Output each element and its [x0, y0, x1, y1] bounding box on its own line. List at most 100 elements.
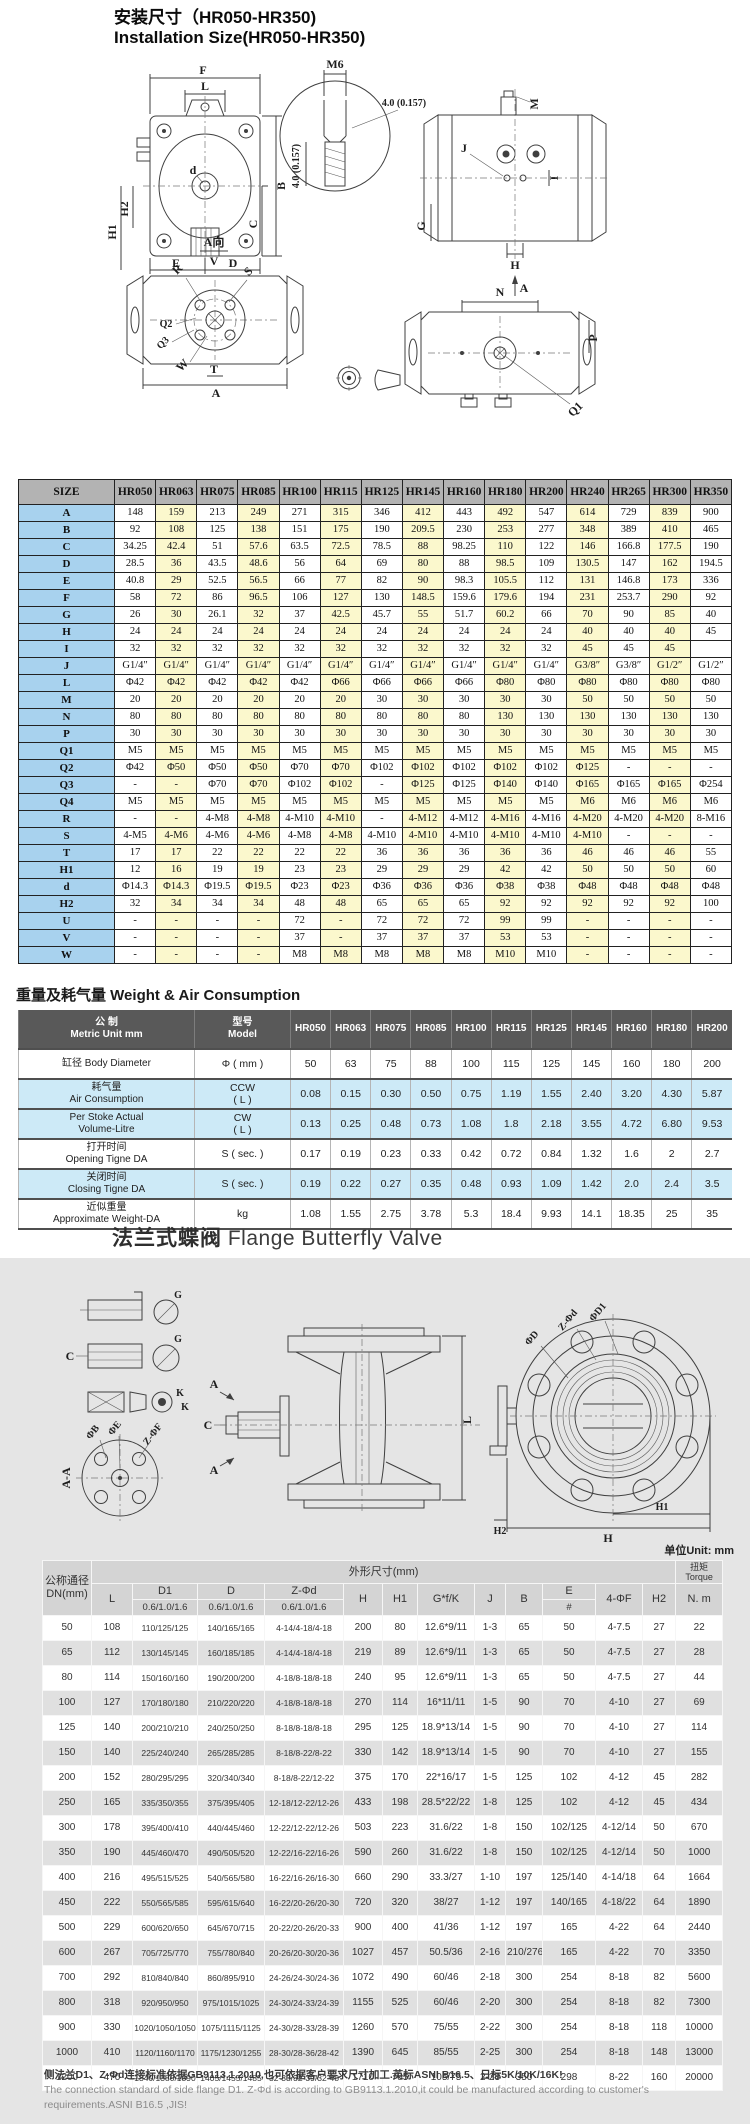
weight-row-name-line: 缸径 Body Diameter — [62, 1058, 151, 1069]
weight-cell-HR100: 5.3 — [450, 1198, 492, 1229]
dn-cell: 31.6/22 — [418, 1816, 474, 1840]
size-cell-N-HR160: 80 — [442, 708, 486, 726]
size-cell-I-HR145: 32 — [401, 640, 445, 658]
size-row-label: G — [18, 606, 115, 624]
dn-cell: 50 — [543, 1641, 595, 1665]
size-cell-H2-HR063: 34 — [155, 895, 198, 913]
size-col-HR085: HR085 — [237, 479, 280, 505]
dn-cell: 375 — [344, 1766, 382, 1790]
dn-header-torque-en: Torque — [685, 1572, 713, 1582]
dn-cell: 197 — [506, 1866, 542, 1890]
size-cell-W-HR180: M10 — [484, 946, 527, 964]
size-cell-d-HR125: Φ36 — [360, 878, 403, 896]
weight-row-name-line: Closing Tigne DA — [67, 1184, 146, 1195]
size-cell-E-HR085: 56.5 — [237, 572, 280, 590]
dim-label-valve-h2: H2 — [494, 1526, 507, 1537]
dn-cell: 85/55 — [418, 2041, 474, 2065]
dn-col-h: H — [344, 1584, 382, 1615]
dn-cell: 140/165/165 — [198, 1616, 264, 1640]
size-cell-Q1-HR180: M5 — [484, 742, 527, 760]
dn-cell: 1-5 — [475, 1691, 505, 1715]
size-cell-W-HR145: M8 — [401, 946, 445, 964]
size-cell-C-HR200: 122 — [525, 538, 568, 556]
dn-cell: 165 — [543, 1916, 595, 1940]
size-cell-D-HR200: 109 — [525, 555, 568, 573]
size-cell-M-HR063: 20 — [155, 691, 198, 709]
size-cell-Q1-HR145: M5 — [401, 742, 445, 760]
dn-cell: 20000 — [676, 2066, 723, 2090]
dim-label-f: F — [199, 63, 206, 77]
size-cell-V-HR180: 53 — [484, 929, 527, 947]
size-cell-D-HR240: 130.5 — [566, 555, 609, 573]
size-cell-S-HR145: 4-M10 — [401, 827, 445, 845]
size-row-P: P 30 30 30 30 30 30 30 30 30 30 30 30 30 30 30 — [18, 725, 733, 743]
size-cell-C-HR350: 190 — [689, 538, 733, 556]
weight-header-model-cn: 型号 — [232, 1017, 253, 1028]
unit-note: 单位Unit: mm — [664, 1545, 734, 1557]
size-cell-D-HR050: 28.5 — [113, 555, 157, 573]
size-cell-D-HR145: 80 — [401, 555, 445, 573]
dn-cell: 38/27 — [418, 1891, 474, 1915]
dim-label-q2: Q2 — [160, 319, 173, 330]
dn-cell: 50 — [543, 1666, 595, 1690]
size-cell-C-HR075: 51 — [196, 538, 239, 556]
size-cell-H2-HR145: 65 — [401, 895, 445, 913]
size-cell-J-HR240: G3/8″ — [566, 657, 609, 675]
weight-cell-HR085: 0.33 — [410, 1138, 451, 1169]
size-cell-P-HR085: 30 — [237, 725, 280, 743]
size-cell-S-HR063: 4-M6 — [155, 827, 198, 845]
size-cell-G-HR075: 26.1 — [196, 606, 239, 624]
installation-drawing: F L B C H2 H1 E D d — [105, 57, 610, 420]
footnote-cn: 侧法兰D1、Z-Φd连接标准依据GB9113.1.2010,也可依据客户要求尺寸… — [44, 2069, 563, 2081]
dn-cell: 216 — [92, 1866, 132, 1890]
size-cell-Q3-HR300: Φ165 — [648, 776, 691, 794]
size-cell-Q4-HR350: M6 — [689, 793, 733, 811]
weight-row-unit-line: Φ ( mm ) — [221, 1058, 264, 1070]
dn-cell: 254 — [543, 2016, 595, 2040]
dn-cell: 900 — [344, 1916, 382, 1940]
size-cell-E-HR050: 40.8 — [113, 572, 157, 590]
size-cell-V-HR160: 37 — [442, 929, 486, 947]
size-cell-T-HR075: 22 — [196, 844, 239, 862]
size-cell-d-HR145: Φ36 — [401, 878, 445, 896]
dn-col-b: B — [506, 1584, 542, 1615]
dn-cell: 89 — [383, 1641, 417, 1665]
size-cell-Q1-HR063: M5 — [155, 742, 198, 760]
size-cell-D-HR100: 56 — [278, 555, 321, 573]
size-cell-U-HR050: - — [113, 912, 157, 930]
size-cell-J-HR075: G1/4″ — [196, 657, 239, 675]
dn-cell: 197 — [506, 1891, 542, 1915]
size-cell-Q3-HR200: Φ140 — [525, 776, 568, 794]
weight-col-HR100: HR100 — [450, 1010, 492, 1049]
size-cell-R-HR075: 4-M8 — [196, 810, 239, 828]
size-row-H1: H1 12 16 19 19 23 23 29 29 29 42 42 50 50 50 60 — [18, 861, 733, 879]
valve-title-en: Flange Butterfly Valve — [227, 1227, 443, 1250]
weight-cell-HR180: 2.4 — [651, 1168, 692, 1199]
size-cell-S-HR350: - — [689, 827, 733, 845]
dn-cell: 300 — [506, 2016, 542, 2040]
dn-cell: 45 — [643, 1791, 676, 1815]
size-row-F: F 58 72 86 96.5 106 127 130 148.5 159.6 179.6 194 23… — [18, 589, 733, 607]
weight-cell-HR200: 3.5 — [691, 1168, 732, 1199]
weight-cell-HR115: 1.19 — [490, 1078, 532, 1109]
size-row-label: W — [18, 946, 115, 964]
size-cell-B-HR115: 175 — [319, 521, 362, 539]
dn-cell: 44 — [676, 1666, 723, 1690]
dn-cell: 280/295/295 — [133, 1766, 197, 1790]
dn-cell: 118 — [643, 2016, 676, 2040]
weight-row-1: 耗气量 Air Consumption CCW( L ) 0.08 0.15 0.30 0.… — [18, 1078, 732, 1109]
dn-cell: 16*11/11 — [418, 1691, 474, 1715]
weight-row-unit-line: kg — [236, 1208, 249, 1220]
dn-cell: 75/55 — [418, 2016, 474, 2040]
size-row-label: U — [18, 912, 115, 930]
size-cell-F-HR063: 72 — [155, 589, 198, 607]
dn-cell: 60/46 — [418, 1966, 474, 1990]
size-row-label: H2 — [18, 895, 115, 913]
dn-cell: 1075/1115/1125 — [198, 2016, 264, 2040]
bottom-view: N Q1 P — [336, 285, 600, 420]
size-cell-J-HR180: G1/4″ — [484, 657, 527, 675]
size-cell-R-HR350: 8-M16 — [689, 810, 733, 828]
weight-cell-HR125: 125 — [530, 1048, 572, 1079]
dn-cell: 1-8 — [475, 1841, 505, 1865]
size-cell-Q3-HR160: Φ125 — [442, 776, 486, 794]
